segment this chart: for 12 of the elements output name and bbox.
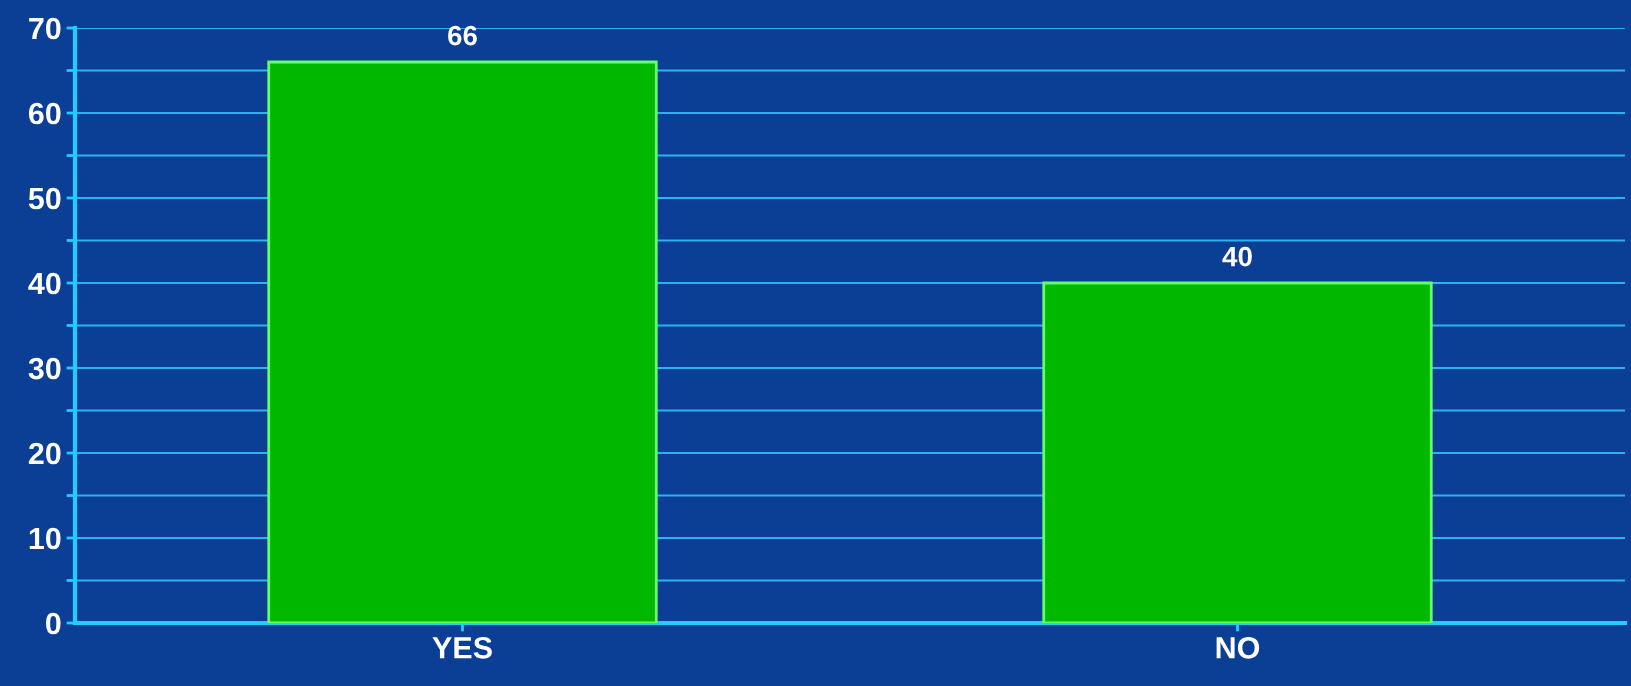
y-tick-label: 60 xyxy=(28,102,61,125)
y-tick-label: 10 xyxy=(29,527,61,550)
y-tick-label: 70 xyxy=(29,17,61,40)
x-tick-label: YES xyxy=(432,637,492,659)
y-tick-label: 0 xyxy=(46,612,61,635)
data-label: 40 xyxy=(1222,246,1252,267)
y-tick-label: 20 xyxy=(28,442,61,465)
data-label: 66 xyxy=(448,25,477,46)
x-tick-label: NO xyxy=(1216,637,1260,659)
y-tick-label: 40 xyxy=(28,272,61,295)
y-tick-label: 30 xyxy=(28,357,61,380)
y-tick-label: 50 xyxy=(28,187,61,210)
